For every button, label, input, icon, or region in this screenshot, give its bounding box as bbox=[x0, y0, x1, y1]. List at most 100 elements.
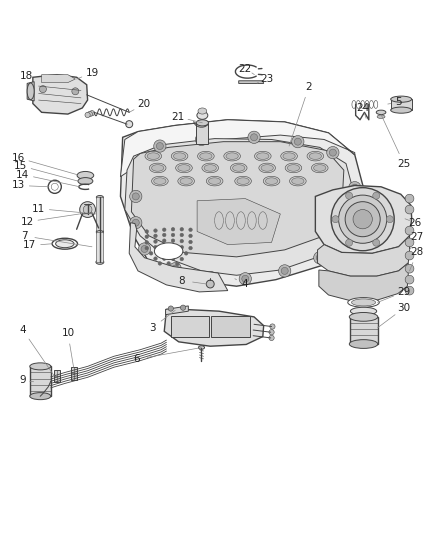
Circle shape bbox=[72, 88, 79, 95]
Ellipse shape bbox=[235, 176, 251, 186]
Circle shape bbox=[132, 193, 139, 200]
Circle shape bbox=[145, 230, 148, 233]
Circle shape bbox=[345, 201, 380, 237]
Circle shape bbox=[195, 133, 208, 146]
Circle shape bbox=[158, 251, 162, 255]
Circle shape bbox=[343, 237, 350, 244]
Circle shape bbox=[189, 240, 192, 244]
Circle shape bbox=[167, 251, 170, 255]
Text: 5: 5 bbox=[395, 97, 402, 107]
Circle shape bbox=[171, 239, 175, 243]
Ellipse shape bbox=[52, 238, 78, 249]
Circle shape bbox=[206, 280, 214, 288]
Circle shape bbox=[353, 209, 372, 229]
Circle shape bbox=[85, 112, 90, 118]
Circle shape bbox=[154, 257, 157, 260]
Circle shape bbox=[281, 268, 288, 274]
Circle shape bbox=[270, 324, 275, 329]
Circle shape bbox=[269, 335, 274, 341]
Text: 13: 13 bbox=[12, 181, 25, 190]
Ellipse shape bbox=[173, 153, 186, 159]
Circle shape bbox=[169, 263, 181, 275]
Ellipse shape bbox=[391, 96, 412, 102]
Circle shape bbox=[346, 239, 353, 246]
Circle shape bbox=[162, 228, 166, 231]
Circle shape bbox=[189, 246, 192, 250]
Ellipse shape bbox=[314, 165, 326, 171]
Ellipse shape bbox=[78, 177, 93, 184]
Circle shape bbox=[145, 246, 148, 250]
Ellipse shape bbox=[204, 165, 216, 171]
Circle shape bbox=[405, 238, 414, 247]
Ellipse shape bbox=[152, 176, 168, 186]
Ellipse shape bbox=[254, 151, 271, 161]
Circle shape bbox=[332, 216, 339, 223]
Ellipse shape bbox=[149, 163, 166, 173]
Circle shape bbox=[180, 305, 186, 310]
Circle shape bbox=[314, 252, 326, 264]
Ellipse shape bbox=[257, 153, 269, 159]
Polygon shape bbox=[166, 306, 188, 314]
Circle shape bbox=[180, 257, 184, 261]
Circle shape bbox=[145, 235, 148, 238]
Circle shape bbox=[83, 205, 92, 214]
Circle shape bbox=[405, 251, 414, 260]
Circle shape bbox=[176, 262, 179, 265]
Ellipse shape bbox=[152, 165, 164, 171]
Circle shape bbox=[405, 286, 414, 295]
Text: 16: 16 bbox=[12, 153, 25, 163]
Text: 7: 7 bbox=[21, 231, 28, 241]
Ellipse shape bbox=[265, 178, 278, 184]
Ellipse shape bbox=[309, 153, 321, 159]
Circle shape bbox=[130, 190, 142, 203]
Text: 12: 12 bbox=[21, 217, 34, 227]
Ellipse shape bbox=[197, 111, 208, 119]
Circle shape bbox=[373, 239, 380, 246]
Ellipse shape bbox=[307, 151, 324, 161]
Ellipse shape bbox=[311, 163, 328, 173]
Circle shape bbox=[405, 275, 414, 284]
Circle shape bbox=[162, 239, 166, 243]
Bar bbox=[30, 366, 51, 396]
Text: 9: 9 bbox=[19, 375, 26, 385]
Text: 23: 23 bbox=[261, 74, 274, 84]
Ellipse shape bbox=[145, 151, 162, 161]
Ellipse shape bbox=[56, 240, 74, 248]
Ellipse shape bbox=[171, 151, 188, 161]
Text: 6: 6 bbox=[133, 354, 140, 365]
Bar bbox=[211, 316, 250, 337]
Text: 17: 17 bbox=[23, 240, 36, 251]
Polygon shape bbox=[315, 185, 412, 253]
Ellipse shape bbox=[351, 299, 376, 306]
Ellipse shape bbox=[202, 163, 219, 173]
Circle shape bbox=[351, 184, 358, 191]
Ellipse shape bbox=[96, 260, 104, 264]
Ellipse shape bbox=[287, 165, 300, 171]
Ellipse shape bbox=[96, 230, 103, 233]
Circle shape bbox=[132, 219, 139, 226]
Ellipse shape bbox=[261, 165, 273, 171]
Polygon shape bbox=[131, 142, 344, 257]
Circle shape bbox=[171, 257, 175, 260]
Text: 30: 30 bbox=[397, 303, 410, 313]
Bar bbox=[96, 232, 103, 262]
Ellipse shape bbox=[285, 163, 302, 173]
Ellipse shape bbox=[224, 151, 240, 161]
Polygon shape bbox=[120, 120, 366, 286]
Circle shape bbox=[180, 233, 184, 237]
Circle shape bbox=[154, 234, 157, 238]
Circle shape bbox=[156, 142, 163, 150]
Text: 10: 10 bbox=[61, 328, 74, 338]
Ellipse shape bbox=[196, 120, 208, 126]
Polygon shape bbox=[318, 236, 410, 276]
Text: 20: 20 bbox=[137, 100, 150, 109]
Circle shape bbox=[39, 86, 46, 93]
Circle shape bbox=[158, 262, 162, 265]
Ellipse shape bbox=[259, 163, 276, 173]
Circle shape bbox=[316, 254, 323, 261]
Polygon shape bbox=[125, 139, 355, 275]
Circle shape bbox=[239, 273, 251, 285]
Circle shape bbox=[184, 252, 188, 255]
Circle shape bbox=[189, 228, 192, 231]
Text: 19: 19 bbox=[85, 68, 99, 78]
